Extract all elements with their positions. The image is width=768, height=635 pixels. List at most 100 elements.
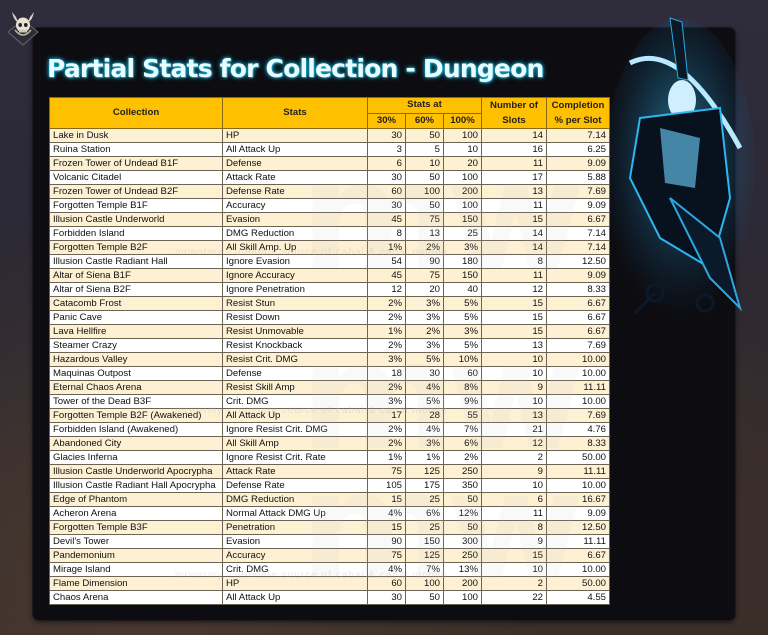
completion-cell: 7.69	[546, 338, 610, 353]
table-row: Pandemonium Accuracy 75 125 250 15 6.67	[49, 548, 610, 563]
slots-cell: 6	[481, 492, 547, 507]
header-completion-per-slot: Completion % per Slot	[546, 97, 610, 129]
stat-cell: Evasion	[222, 534, 368, 549]
stat-cell: Evasion	[222, 212, 368, 227]
completion-cell: 10.00	[546, 352, 610, 367]
stat-cell: Ignore Accuracy	[222, 268, 368, 283]
collection-cell: Lake in Dusk	[49, 128, 223, 143]
collection-cell: Forgotten Temple B1F	[49, 198, 223, 213]
stat-cell: Ignore Evasion	[222, 254, 368, 269]
stat-30-cell: 1%	[367, 324, 406, 339]
slots-cell: 13	[481, 338, 547, 353]
stat-30-cell: 4%	[367, 562, 406, 577]
stat-100-cell: 10	[443, 142, 482, 157]
stat-60-cell: 75	[405, 212, 444, 227]
collection-cell: Volcanic Citadel	[49, 170, 223, 185]
stat-60-cell: 100	[405, 184, 444, 199]
stat-cell: All Attack Up	[222, 142, 368, 157]
stat-100-cell: 2%	[443, 450, 482, 465]
stat-cell: Ignore Resist Crit. DMG	[222, 422, 368, 437]
collection-cell: Altar of Siena B2F	[49, 282, 223, 297]
collection-cell: Panic Cave	[49, 310, 223, 325]
stat-30-cell: 60	[367, 184, 406, 199]
stat-cell: Ignore Penetration	[222, 282, 368, 297]
table-row: Eternal Chaos Arena Resist Skill Amp 2% 4% 8…	[49, 380, 610, 395]
stat-60-cell: 5%	[405, 352, 444, 367]
stat-30-cell: 18	[367, 366, 406, 381]
page-title: Partial Stats for Collection - Dungeon	[47, 54, 544, 83]
stat-cell: Resist Crit. DMG	[222, 352, 368, 367]
header-60-percent: 60%	[405, 112, 444, 129]
stat-cell: DMG Reduction	[222, 492, 368, 507]
stat-100-cell: 200	[443, 184, 482, 199]
collection-cell: Forgotten Temple B3F	[49, 520, 223, 535]
stat-60-cell: 1%	[405, 450, 444, 465]
stat-30-cell: 30	[367, 590, 406, 605]
completion-cell: 8.33	[546, 436, 610, 451]
table-row: Chaos Arena All Attack Up 30 50 100 22 4.55	[49, 590, 610, 605]
stat-30-cell: 1%	[367, 450, 406, 465]
completion-cell: 6.25	[546, 142, 610, 157]
slots-cell: 22	[481, 590, 547, 605]
stat-100-cell: 300	[443, 534, 482, 549]
stat-30-cell: 60	[367, 576, 406, 591]
stat-30-cell: 3	[367, 142, 406, 157]
stat-100-cell: 6%	[443, 436, 482, 451]
stat-cell: Defense Rate	[222, 184, 368, 199]
slots-cell: 11	[481, 198, 547, 213]
collection-cell: Tower of the Dead B3F	[49, 394, 223, 409]
stat-30-cell: 2%	[367, 338, 406, 353]
collection-cell: Forgotten Temple B2F	[49, 240, 223, 255]
slots-cell: 11	[481, 268, 547, 283]
stat-cell: Accuracy	[222, 548, 368, 563]
table-row: Ruina Station All Attack Up 3 5 10 16 6.25	[49, 142, 610, 157]
completion-cell: 11.11	[546, 534, 610, 549]
stat-100-cell: 250	[443, 548, 482, 563]
stat-cell: All Attack Up	[222, 590, 368, 605]
stat-60-cell: 125	[405, 464, 444, 479]
stat-100-cell: 13%	[443, 562, 482, 577]
completion-cell: 7.14	[546, 226, 610, 241]
collection-cell: Chaos Arena	[49, 590, 223, 605]
stat-30-cell: 30	[367, 198, 406, 213]
collection-cell: Devil's Tower	[49, 534, 223, 549]
table-row: Illusion Castle Radiant Hall Apocrypha De…	[49, 478, 610, 493]
stat-100-cell: 5%	[443, 296, 482, 311]
stat-100-cell: 9%	[443, 394, 482, 409]
slots-cell: 14	[481, 240, 547, 255]
stat-60-cell: 30	[405, 366, 444, 381]
completion-cell: 7.14	[546, 240, 610, 255]
stat-100-cell: 100	[443, 128, 482, 143]
table-row: Illusion Castle Underworld Apocrypha Atta…	[49, 464, 610, 479]
completion-cell: 12.50	[546, 254, 610, 269]
stat-100-cell: 25	[443, 226, 482, 241]
stat-100-cell: 7%	[443, 422, 482, 437]
table-row: Glacies Inferna Ignore Resist Crit. Rate 1…	[49, 450, 610, 465]
stat-cell: Resist Knockback	[222, 338, 368, 353]
stat-60-cell: 20	[405, 282, 444, 297]
stat-cell: DMG Reduction	[222, 226, 368, 241]
stat-60-cell: 4%	[405, 422, 444, 437]
slots-cell: 12	[481, 282, 547, 297]
completion-cell: 5.88	[546, 170, 610, 185]
collection-cell: Altar of Siena B1F	[49, 268, 223, 283]
slots-cell: 15	[481, 296, 547, 311]
table-row: Hazardous Valley Resist Crit. DMG 3% 5% 10% 1…	[49, 352, 610, 367]
stat-30-cell: 75	[367, 464, 406, 479]
collection-cell: Abandoned City	[49, 436, 223, 451]
slots-cell: 15	[481, 310, 547, 325]
horned-skull-logo-icon	[6, 8, 40, 46]
stat-30-cell: 2%	[367, 296, 406, 311]
stat-100-cell: 200	[443, 576, 482, 591]
stat-100-cell: 100	[443, 198, 482, 213]
stat-60-cell: 3%	[405, 296, 444, 311]
slots-cell: 21	[481, 422, 547, 437]
table-row: Illusion Castle Underworld Evasion 45 75 150…	[49, 212, 610, 227]
table-row: Altar of Siena B2F Ignore Penetration 12 20…	[49, 282, 610, 297]
completion-cell: 7.69	[546, 408, 610, 423]
stat-cell: All Skill Amp	[222, 436, 368, 451]
table-row: Illusion Castle Radiant Hall Ignore Evasi…	[49, 254, 610, 269]
stat-30-cell: 15	[367, 520, 406, 535]
stat-cell: All Skill Amp. Up	[222, 240, 368, 255]
table-row: Steamer Crazy Resist Knockback 2% 3% 5% 13 7.6…	[49, 338, 610, 353]
